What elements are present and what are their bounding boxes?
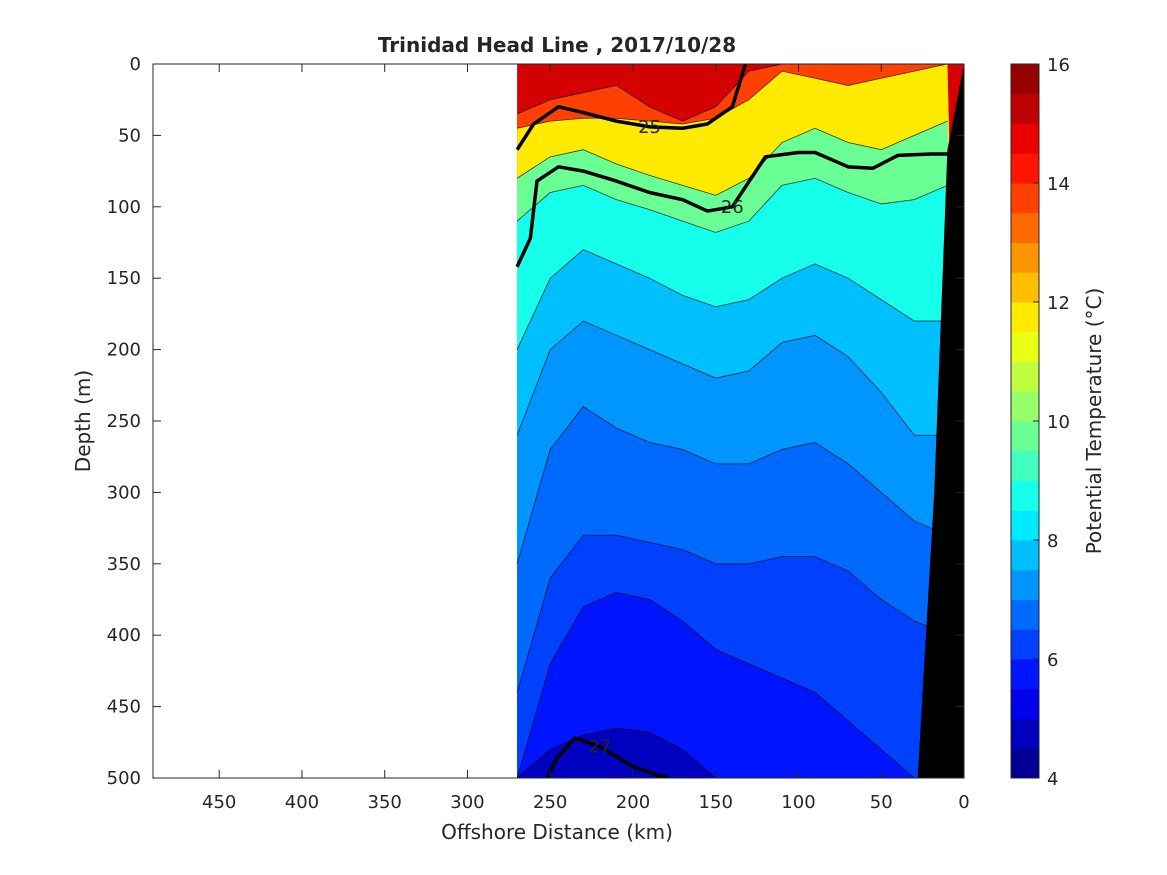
isotherm-line — [516, 249, 948, 350]
colorbar-swatch — [1011, 391, 1039, 422]
colorbar-swatch — [1011, 480, 1039, 511]
isotherm-line — [516, 534, 948, 693]
isotherm-line — [516, 64, 948, 122]
colorbar-tick-label: 4 — [1047, 769, 1058, 790]
colorbar-swatch — [1011, 748, 1039, 779]
x-tick-label: 300 — [450, 792, 484, 813]
density-contour-26 — [515, 150, 948, 268]
isotherm-line — [516, 320, 948, 436]
x-tick-label: 0 — [958, 792, 969, 813]
y-tick-label: 350 — [107, 554, 141, 575]
colorbar-swatch — [1011, 450, 1039, 481]
density-contour-label: 26 — [721, 197, 744, 218]
x-tick-label: 100 — [781, 792, 815, 813]
colorbar-tick-label: 6 — [1047, 650, 1058, 671]
isotherm-line — [516, 406, 948, 564]
density-contour-27 — [545, 736, 670, 778]
plot-area: 25 26 27 — [515, 64, 964, 778]
x-tick-label: 350 — [368, 792, 402, 813]
colorbar-swatch — [1011, 629, 1039, 660]
y-tick-label: 50 — [118, 125, 141, 146]
isotherm-line — [516, 591, 948, 778]
density-contour-layer: 25 26 27 — [515, 64, 948, 778]
colorbar-swatch — [1011, 331, 1039, 362]
chart-title: Trinidad Head Line , 2017/10/28 — [378, 33, 736, 57]
y-tick-label: 300 — [107, 482, 141, 503]
x-tick-label: 450 — [202, 792, 236, 813]
colorbar-label: Potential Temperature (°C) — [1082, 288, 1106, 555]
isotherm-line — [516, 120, 948, 196]
colorbar-swatch — [1011, 540, 1039, 571]
y-tick-label: 100 — [107, 197, 141, 218]
x-tick-label: 50 — [870, 792, 893, 813]
colorbar-swatch — [1011, 688, 1039, 719]
y-tick-label: 0 — [130, 54, 141, 75]
colorbar-swatch — [1011, 510, 1039, 541]
colorbar-swatch — [1011, 361, 1039, 392]
colorbar-swatch — [1011, 421, 1039, 452]
colorbar-tick-label: 12 — [1047, 293, 1070, 314]
colorbar-swatch — [1011, 183, 1039, 214]
colorbar-swatch — [1011, 569, 1039, 600]
x-tick-label: 150 — [699, 792, 733, 813]
y-tick-label: 150 — [107, 268, 141, 289]
colorbar-tick-label: 14 — [1047, 174, 1070, 195]
y-tick-label: 200 — [107, 340, 141, 361]
x-axis-ticks: 450 400 350 300 250 200 150 100 50 0 — [202, 64, 970, 813]
colorbar-swatch — [1011, 123, 1039, 154]
y-tick-label: 400 — [107, 625, 141, 646]
x-tick-label: 400 — [285, 792, 319, 813]
colorbar-tick-label: 16 — [1047, 55, 1070, 76]
colorbar-swatch — [1011, 718, 1039, 749]
y-axis-ticks: 0 50 100 150 200 250 300 350 400 450 500 — [107, 54, 964, 789]
y-tick-label: 450 — [107, 697, 141, 718]
colorbar-swatch — [1011, 93, 1039, 124]
colorbar-swatch — [1011, 272, 1039, 303]
colorbar-swatch — [1011, 64, 1039, 95]
colorbar-swatch — [1011, 153, 1039, 184]
isotherm-line — [516, 177, 948, 233]
density-contour-label: 27 — [588, 737, 611, 758]
x-tick-label: 200 — [616, 792, 650, 813]
density-contour-25 — [515, 64, 748, 151]
isotherm-line — [517, 64, 948, 129]
density-contour-label: 25 — [638, 117, 661, 138]
colorbar-tick-label: 10 — [1047, 412, 1070, 433]
colorbar-swatch — [1011, 599, 1039, 630]
y-axis-label: Depth (m) — [71, 370, 95, 472]
colorbar-tick-label: 8 — [1047, 531, 1058, 552]
x-tick-label: 250 — [533, 792, 567, 813]
bathymetry-shelf — [917, 64, 964, 778]
colorbar-swatch — [1011, 242, 1039, 273]
y-tick-label: 500 — [107, 768, 141, 789]
colorbar-swatch — [1011, 659, 1039, 690]
colorbar: 4 6 8 10 12 14 16 — [1010, 55, 1070, 790]
isotherm-line — [516, 727, 948, 778]
colorbar-swatch — [1011, 212, 1039, 243]
x-axis-label: Offshore Distance (km) — [441, 820, 673, 844]
y-tick-label: 250 — [107, 411, 141, 432]
colorbar-swatch — [1011, 302, 1039, 333]
temperature-fill-layer — [516, 64, 964, 778]
